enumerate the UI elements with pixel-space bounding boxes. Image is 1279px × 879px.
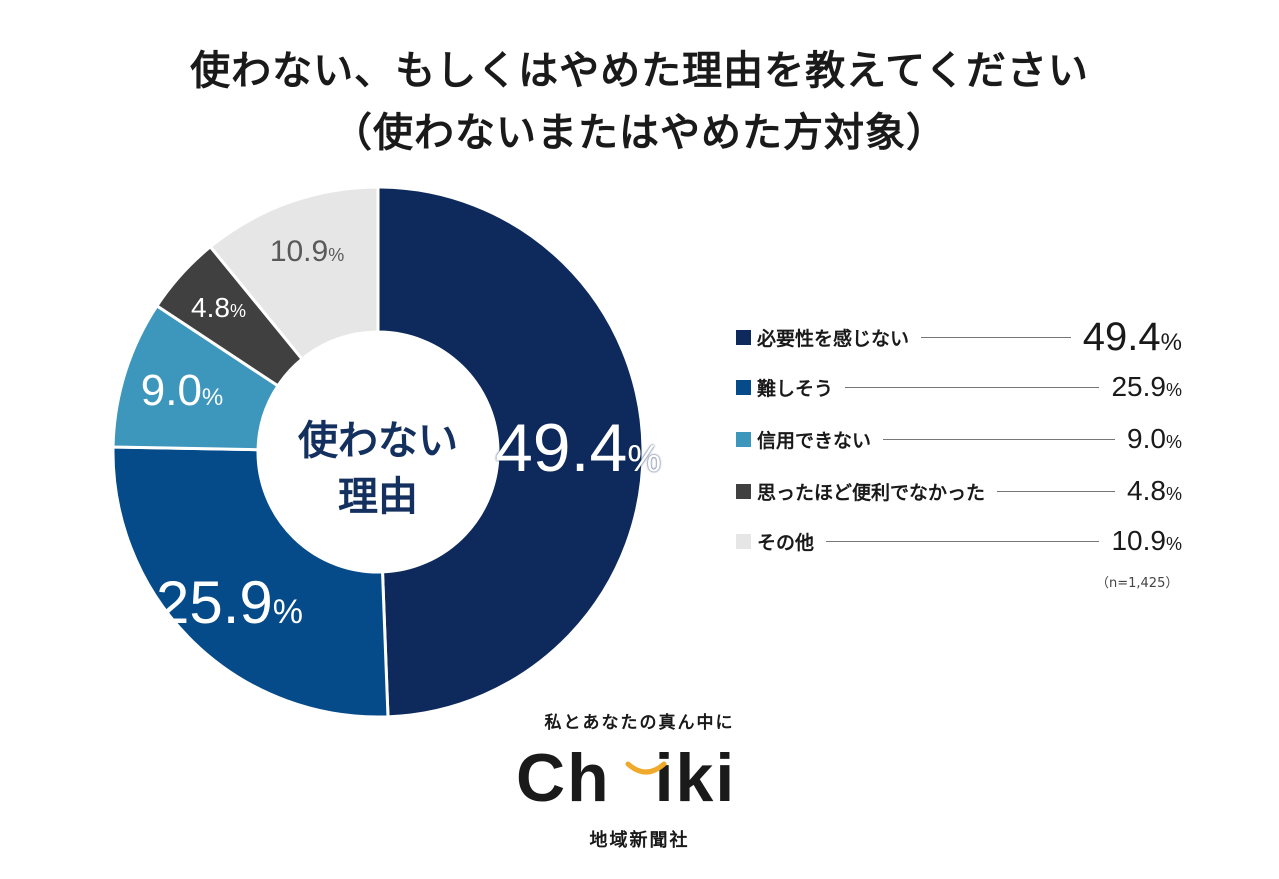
legend-value: 25.9% [1111,371,1182,402]
slice-value-unit: % [201,384,224,412]
legend-leader-line [826,540,1100,542]
logo-text-part2: iki [654,740,737,816]
smile-arc [625,761,667,775]
footer-company: 地域新聞社 [589,830,690,851]
legend-leader-line [845,386,1100,388]
logo-text-part1: Ch [516,740,611,816]
slice-value-unit: % [229,300,246,321]
legend-swatch [736,329,751,345]
chiiki-logo: Ch iki [516,738,766,818]
legend-label: 必要性を感じない [757,327,910,350]
legend-leader-line [883,438,1116,440]
donut-center-label-line2: 理由 [338,474,418,520]
legend-label: 難しそう [757,377,834,400]
legend-swatch [736,431,751,447]
legend-value: 49.4% [1082,314,1182,359]
logo-smile-icon [625,761,667,775]
legend-item-2: 信用できない 9.0% [736,422,1182,456]
chart-title-line1: 使わない、もしくはやめた理由を教えてください [190,48,1089,94]
legend-item-0: 必要性を感じない 49.4% [736,315,1182,359]
slice-value-number: 49.4 [494,410,628,487]
legend-leader-line [997,490,1116,492]
chart-title-line2: （使わないまたはやめた方対象） [332,110,947,156]
slice-value-label-0: 49.4% [495,414,661,482]
sample-size-note: （n=1,425） [1096,576,1179,591]
slice-value-number: 4.8 [191,291,230,323]
slice-value-number: 25.9 [156,569,273,637]
donut-slice-1 [111,445,390,719]
slice-value-label-2: 9.0% [141,369,224,413]
logo-text: Ch iki [516,738,736,818]
legend-swatch [736,483,751,499]
legend-label: 思ったほど便利でなかった [757,481,986,504]
legend-value: 10.9% [1111,525,1182,556]
legend-item-1: 難しそう 25.9% [736,370,1182,404]
slice-value-number: 10.9 [269,235,329,269]
legend-item-4: その他 10.9% [736,524,1182,558]
slice-value-unit: % [328,245,345,266]
legend-label: その他 [757,531,815,554]
slice-value-unit: % [627,438,662,481]
legend-leader-line [921,336,1071,338]
slice-value-label-4: 10.9% [270,237,344,267]
legend-value: 9.0% [1127,423,1182,454]
donut-center-label-line1: 使わない [298,418,458,464]
legend-swatch [736,533,751,549]
legend-value: 4.8% [1127,475,1182,506]
donut-slice-0 [376,185,645,719]
footer-tagline: 私とあなたの真ん中に [544,713,735,733]
legend-swatch [736,379,751,395]
legend-label: 信用できない [757,429,872,452]
slice-value-label-1: 25.9% [156,573,303,633]
slice-value-unit: % [272,593,304,632]
slice-value-label-3: 4.8% [191,291,246,323]
legend-item-3: 思ったほど便利でなかった 4.8% [736,474,1182,508]
slice-value-number: 9.0 [140,366,202,416]
donut-slice-4 [208,185,380,362]
